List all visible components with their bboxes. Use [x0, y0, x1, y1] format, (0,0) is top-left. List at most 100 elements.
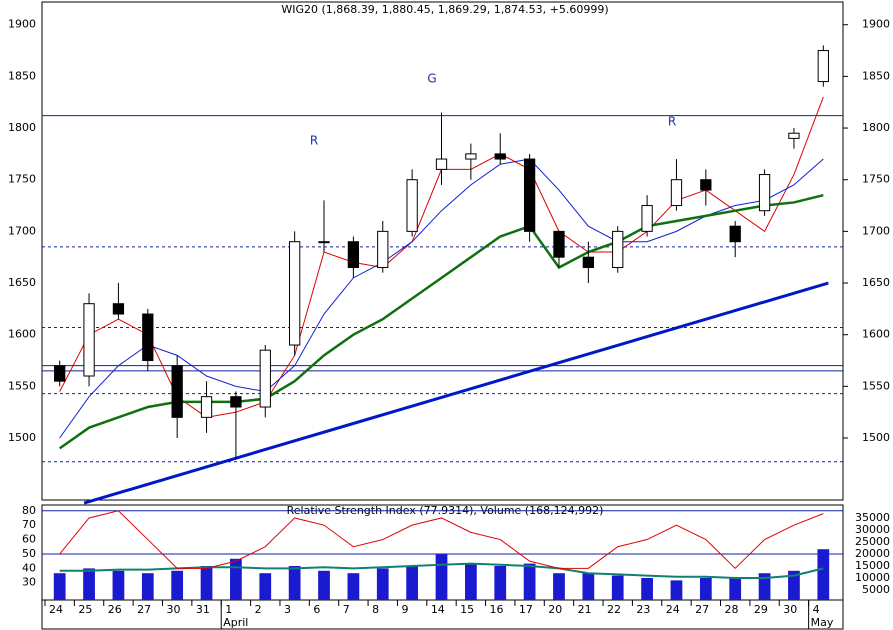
candle-body	[758, 174, 771, 212]
candle-body	[817, 50, 829, 83]
candle-body	[142, 313, 154, 362]
candle-body	[347, 241, 360, 269]
y-tick-label: 1800	[862, 121, 890, 134]
x-tick-label: 3	[284, 603, 291, 616]
y-tick-label: 1750	[8, 173, 36, 186]
month-label: May	[811, 616, 834, 629]
price-panel	[41, 1, 844, 501]
candle-body	[200, 396, 213, 418]
y2-tick-label: 35000	[855, 511, 890, 524]
y-tick-label: 40	[22, 561, 36, 574]
x-tick-label: 24	[666, 603, 680, 616]
x-tick-label: 8	[372, 603, 379, 616]
candle-body	[406, 179, 418, 232]
annotation: G	[427, 72, 436, 86]
y-tick-label: 1900	[862, 18, 890, 31]
x-tick-label: 6	[313, 603, 320, 616]
x-tick-label: 1	[225, 603, 232, 616]
y2-tick-label: 10000	[855, 571, 890, 584]
x-tick-label: 2	[255, 603, 262, 616]
volume-bar	[523, 563, 536, 600]
y-tick-label: 1500	[8, 431, 36, 444]
y-tick-label: 1850	[862, 69, 890, 82]
x-tick-label: 17	[519, 603, 533, 616]
y-tick-label: 70	[22, 518, 36, 531]
candle-body	[523, 158, 536, 232]
y-tick-label: 1550	[862, 379, 890, 392]
volume-bar	[318, 570, 330, 600]
x-tick-label: 27	[137, 603, 151, 616]
y-tick-label: 1700	[862, 224, 890, 237]
y2-tick-label: 30000	[855, 523, 890, 536]
y-tick-label: 1650	[862, 276, 890, 289]
x-tick-label: 7	[343, 603, 350, 616]
volume-bar	[200, 565, 213, 600]
moving-average	[59, 158, 824, 439]
y-tick-label: 1750	[862, 173, 890, 186]
x-tick-label: 20	[548, 603, 562, 616]
x-tick-label: 14	[431, 603, 445, 616]
y-tick-label: 50	[22, 547, 36, 560]
y2-tick-label: 5000	[862, 583, 890, 596]
y-tick-label: 1600	[862, 328, 890, 341]
x-tick-label: 22	[607, 603, 621, 616]
candle-body	[729, 225, 741, 243]
x-tick-label: 4	[813, 603, 820, 616]
x-tick-label: 30	[166, 603, 180, 616]
volume-bar	[788, 570, 800, 600]
volume-bar	[641, 577, 653, 600]
candle-body	[582, 256, 594, 269]
volume-bar	[288, 565, 301, 600]
x-tick-label: 27	[695, 603, 709, 616]
volume-bar	[670, 580, 683, 600]
volume-bar	[729, 577, 742, 600]
candle-body	[112, 303, 125, 315]
y-tick-label: 1650	[8, 276, 36, 289]
volume-bar	[494, 565, 507, 600]
volume-bar	[83, 568, 95, 600]
annotation: R	[668, 115, 676, 129]
y-tick-label: 1550	[8, 379, 36, 392]
x-tick-label: 30	[783, 603, 797, 616]
candle-body	[700, 179, 712, 191]
y-tick-label: 80	[22, 504, 36, 517]
volume-bar	[347, 573, 360, 600]
volume-bar	[611, 575, 624, 600]
y2-tick-label: 25000	[855, 535, 890, 548]
volume-bar	[259, 573, 272, 600]
volume-bar	[406, 565, 419, 600]
x-tick-label: 15	[460, 603, 474, 616]
candle-body	[318, 241, 330, 244]
x-tick-label: 31	[196, 603, 210, 616]
candle-body	[553, 230, 565, 258]
moving-average	[58, 193, 824, 450]
candle-body	[494, 153, 506, 160]
candle-body	[230, 396, 242, 408]
volume-bar	[230, 558, 242, 600]
annotation: R	[310, 134, 318, 148]
volume-bar	[112, 570, 125, 600]
candle-body	[259, 349, 271, 408]
x-tick-label: 16	[490, 603, 504, 616]
y2-tick-label: 15000	[855, 559, 890, 572]
candle-body	[171, 365, 183, 418]
y-tick-label: 1700	[8, 224, 36, 237]
candle-body	[435, 158, 448, 170]
candle-body	[465, 153, 477, 160]
y-tick-label: 60	[22, 533, 36, 546]
x-tick-label: 25	[78, 603, 92, 616]
volume-bar	[435, 554, 448, 600]
y-tick-label: 1850	[8, 69, 36, 82]
candle-body	[670, 179, 683, 207]
month-label: April	[223, 616, 248, 629]
chart-title: WIG20 (1,868.39, 1,880.45, 1,869.29, 1,8…	[281, 3, 608, 16]
candle-body	[788, 132, 800, 139]
volume-bar	[464, 563, 477, 600]
y-tick-label: 30	[22, 576, 36, 589]
volume-bar	[171, 570, 184, 600]
candle-body	[54, 365, 66, 382]
volume-bar	[376, 568, 389, 600]
y2-tick-label: 20000	[855, 547, 890, 560]
